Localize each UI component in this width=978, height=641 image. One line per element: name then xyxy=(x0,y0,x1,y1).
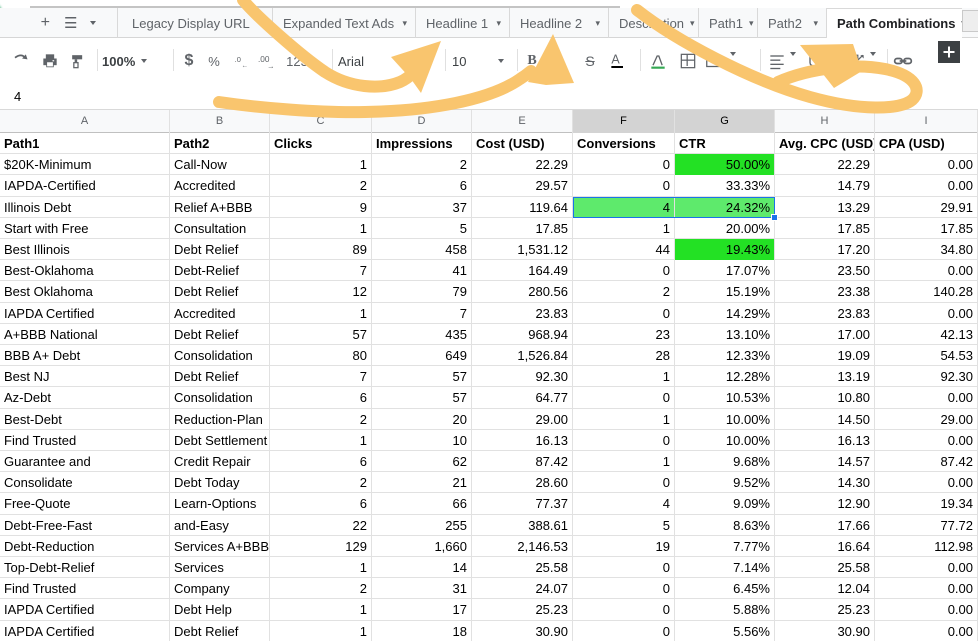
svg-text:→: → xyxy=(267,61,274,70)
svg-text:A: A xyxy=(611,53,620,67)
svg-text:.0: .0 xyxy=(235,55,241,64)
svg-text:←: ← xyxy=(241,63,248,70)
